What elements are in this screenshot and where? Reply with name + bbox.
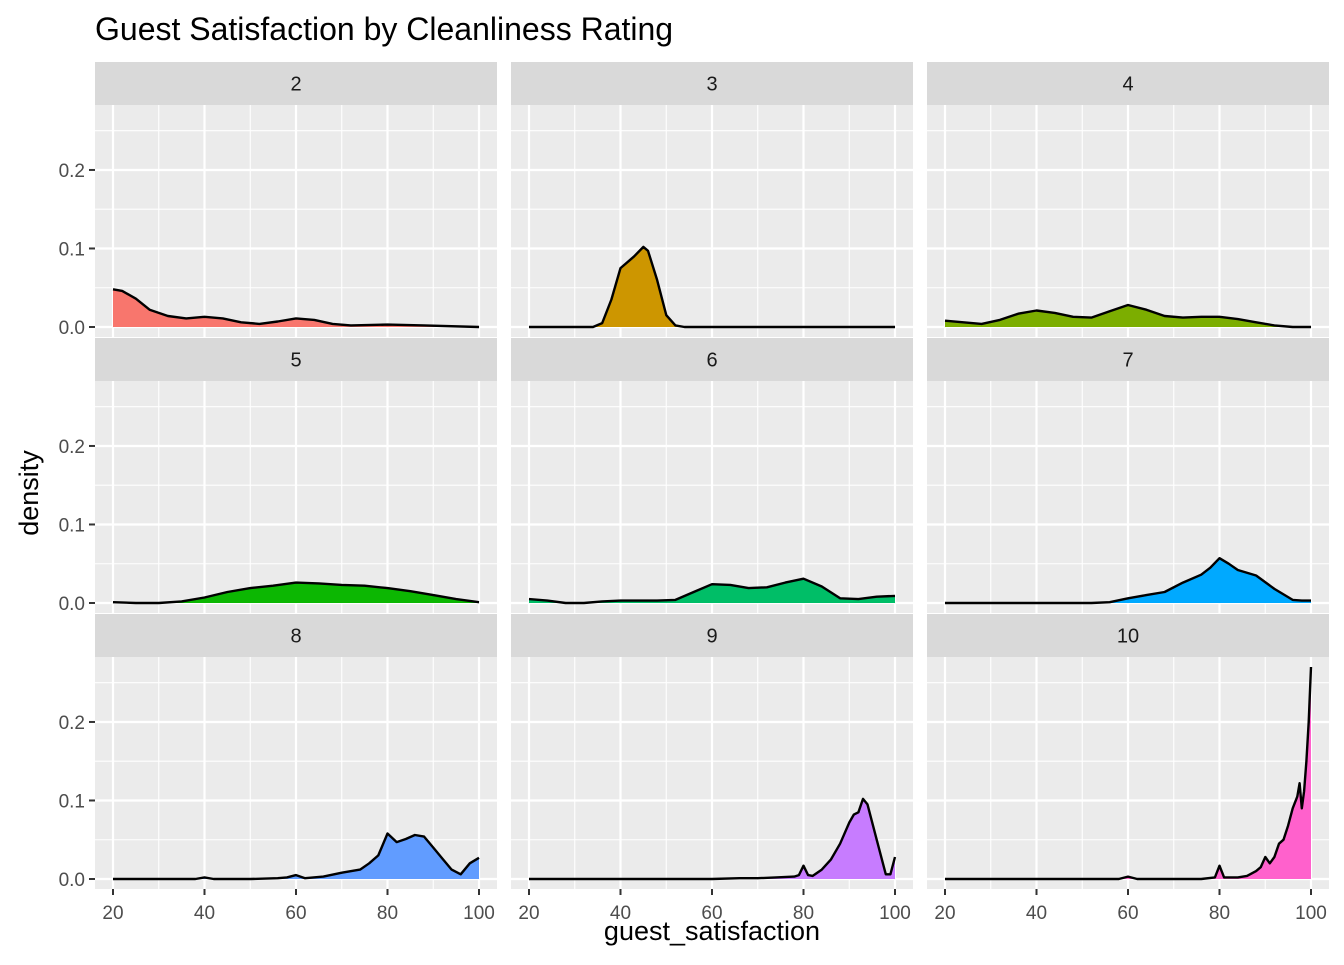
x-tick-label: 100 [879,903,911,924]
y-tick-label: 0.0 [59,870,85,891]
y-tick-label: 0.1 [59,791,85,812]
facet-panel-8: 8 0.0 0.1 0.2 20 40 60 80 100 [59,614,497,924]
density-line-2 [112,288,480,329]
facet-panel-7: 7 [927,338,1329,613]
y-tick-label: 0.1 [59,515,85,536]
facet-panel-3: 3 [511,62,913,337]
density-area-6 [529,578,895,603]
facet-strip-label: 6 [706,350,717,372]
facet-strip [95,614,497,657]
x-tick-label: 80 [377,903,398,924]
x-tick-label: 20 [518,903,539,924]
facet-strip [511,614,913,657]
y-tick-label: 0.0 [59,594,85,615]
x-tick-label: 80 [1209,903,1230,924]
facet-panel-9: 9 20 40 60 80 100 [511,614,913,924]
x-tick-label: 20 [934,903,955,924]
facet-panel-6: 6 [511,338,913,613]
facet-panels: 2 0.0 0.1 0.2 3 4 5 0.0 0.1 0.2 6 7 8 0.0 0.1 0.2 20 40 60… [59,62,1329,924]
facet-strip-label: 5 [290,350,301,372]
density-line-10 [945,666,1313,881]
facet-strip-label: 3 [706,74,717,96]
y-tick-label: 0.0 [59,318,85,339]
facet-strip-label: 2 [290,74,301,96]
facet-strip [511,62,913,105]
facet-strip [927,338,1329,381]
facet-strip-label: 9 [706,626,717,648]
facet-strip [511,338,913,381]
y-axis-label: density [14,450,44,536]
facet-panel-2: 2 0.0 0.1 0.2 [59,62,497,339]
facet-strip [95,62,497,105]
y-tick-label: 0.2 [59,161,85,182]
density-area-9 [529,798,895,879]
facet-strip [927,62,1329,105]
x-tick-label: 60 [701,903,722,924]
density-line-8 [113,832,480,881]
x-tick-label: 60 [285,903,306,924]
facet-strip-label: 4 [1122,74,1133,96]
density-line-4 [944,303,1311,329]
x-tick-label: 40 [1026,903,1047,924]
density-line-9 [529,797,897,881]
density-area-7 [945,558,1311,603]
density-area-8 [113,833,479,879]
facet-strip-label: 8 [290,626,301,648]
facet-panel-10: 10 20 40 60 80 100 [927,614,1329,924]
x-axis-label: guest_satisfaction [604,916,820,946]
density-line-5 [112,581,480,605]
y-tick-label: 0.1 [59,239,85,260]
facet-strip [95,338,497,381]
chart-title: Guest Satisfaction by Cleanliness Rating [95,11,673,47]
y-tick-label: 0.2 [59,713,85,734]
x-tick-label: 40 [194,903,215,924]
x-tick-label: 100 [463,903,495,924]
x-tick-label: 80 [793,903,814,924]
facet-strip [927,614,1329,657]
x-tick-label: 60 [1117,903,1138,924]
facet-panel-4: 4 [927,62,1329,337]
density-area-3 [529,246,895,327]
density-line-7 [945,557,1311,605]
x-tick-label: 20 [102,903,123,924]
facet-panel-5: 5 0.0 0.1 0.2 [59,338,497,615]
facet-strip-label: 7 [1122,350,1133,372]
facet-strip-label: 10 [1117,626,1139,648]
x-tick-label: 40 [610,903,631,924]
y-tick-label: 0.2 [59,437,85,458]
density-line-6 [528,577,896,605]
density-line-3 [529,245,895,329]
x-tick-label: 100 [1295,903,1327,924]
